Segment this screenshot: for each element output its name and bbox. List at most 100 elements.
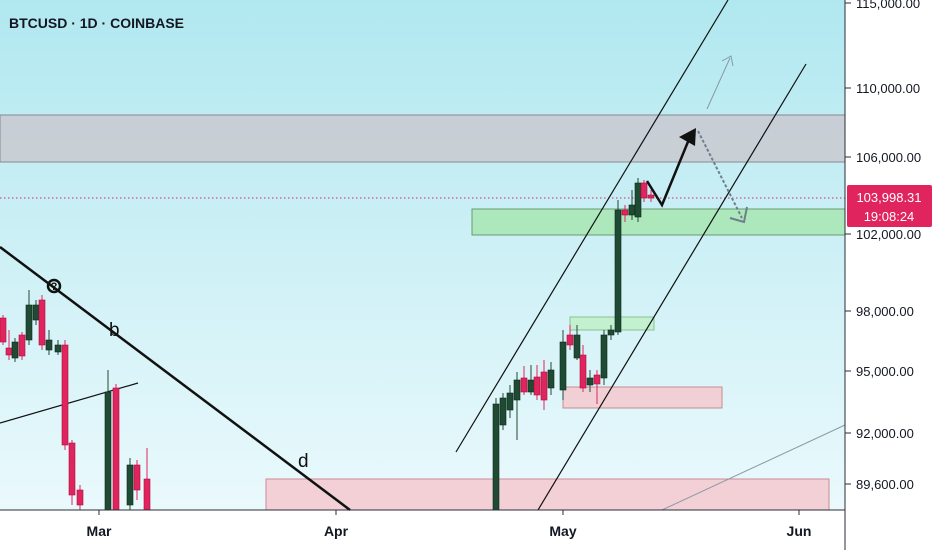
candle[interactable]: [573, 325, 581, 360]
resistance-zone[interactable]: [0, 114, 846, 163]
candle-body: [45, 339, 53, 351]
candle[interactable]: [540, 360, 548, 410]
candle-body: [586, 377, 594, 386]
candle-body: [76, 489, 84, 506]
candle[interactable]: [45, 330, 53, 355]
price-tick-label: 106,000.00: [856, 150, 921, 165]
candle-body: [566, 334, 574, 346]
candle-body: [133, 464, 141, 491]
current-price-tag: 103,998.31 19:08:24: [847, 185, 932, 227]
candle[interactable]: [506, 385, 514, 418]
candle-body: [68, 442, 76, 496]
candle-body: [579, 354, 587, 389]
projection-up-arrowhead: [679, 128, 696, 146]
candle-body: [25, 304, 33, 341]
candle[interactable]: [607, 325, 615, 340]
candle[interactable]: [0, 315, 7, 345]
price-axis-background: [845, 0, 932, 550]
candle[interactable]: [566, 325, 574, 350]
candle[interactable]: [18, 332, 26, 360]
candle[interactable]: [25, 290, 33, 345]
candle[interactable]: [533, 365, 541, 400]
supply-zone-mid[interactable]: [562, 386, 723, 409]
pivot-mark-circle: [46, 278, 62, 294]
candle[interactable]: [593, 370, 601, 404]
candle-body: [54, 344, 62, 353]
candle[interactable]: [513, 372, 521, 440]
candle[interactable]: [634, 178, 642, 222]
price-axis[interactable]: 115,000.00 110,000.00 106,000.00 102,000.00…: [845, 0, 921, 492]
wave-label-d: d: [298, 451, 309, 472]
candle-body: [520, 377, 528, 393]
candle[interactable]: [640, 180, 648, 202]
channel-upper-line[interactable]: [455, 0, 729, 453]
candle-body: [18, 334, 26, 357]
candle-body: [506, 392, 514, 411]
candle-body: [513, 379, 521, 401]
trend-lines: [0, 0, 846, 511]
projection-arrows: [645, 55, 748, 224]
candle-body: [540, 371, 548, 401]
candle[interactable]: [68, 440, 76, 505]
candle[interactable]: [547, 362, 555, 395]
demand-zone-upper[interactable]: [471, 208, 846, 236]
candle[interactable]: [61, 340, 69, 450]
time-tick-label: Mar: [87, 523, 112, 539]
candle-body: [621, 209, 629, 216]
candle-body: [61, 344, 69, 446]
candle[interactable]: [11, 338, 19, 362]
candle[interactable]: [621, 205, 629, 222]
candle-body: [593, 374, 601, 385]
candle-body: [112, 387, 120, 511]
candle-body: [11, 341, 19, 359]
candle-body: [628, 204, 636, 216]
candle-body: [126, 464, 134, 506]
candle-body: [492, 403, 500, 511]
candle-body: [559, 341, 567, 391]
channel-lower-line[interactable]: [537, 63, 807, 511]
time-tick-label: Jun: [787, 523, 812, 539]
candle-body: [38, 299, 46, 346]
time-axis[interactable]: Mar Apr May Jun: [87, 510, 812, 539]
candle-body: [647, 194, 655, 199]
candle[interactable]: [586, 370, 594, 392]
candle[interactable]: [559, 330, 567, 400]
breakout-thin-arrowhead: [721, 55, 734, 67]
time-tick-label: May: [549, 523, 576, 539]
price-tick-label: 115,000.00: [856, 0, 920, 11]
candle-body: [499, 397, 507, 426]
candle-body: [143, 478, 151, 511]
breakout-thin-arrow[interactable]: [706, 57, 731, 110]
candle[interactable]: [76, 485, 84, 510]
candle-body: [527, 379, 535, 393]
candle-body: [640, 182, 648, 199]
price-tick-label: 110,000.00: [856, 81, 920, 96]
candle-body: [5, 347, 13, 356]
candle[interactable]: [492, 398, 500, 511]
demand-zone-lower[interactable]: [569, 316, 655, 331]
candle-body: [634, 182, 642, 218]
projection-down-path[interactable]: [697, 130, 743, 219]
price-tick-label: 102,000.00: [856, 227, 921, 242]
candle[interactable]: [126, 458, 134, 510]
candle[interactable]: [38, 295, 46, 350]
candle[interactable]: [112, 384, 120, 511]
plot-background: [0, 0, 845, 510]
chart-title: BTCUSD · 1D · COINBASE: [9, 15, 184, 31]
candle[interactable]: [520, 366, 528, 395]
price-tick-label: 95,000.00: [856, 364, 914, 379]
candle[interactable]: [579, 345, 587, 392]
grey-trendline[interactable]: [661, 424, 846, 511]
projection-up-path[interactable]: [645, 131, 694, 208]
candle[interactable]: [600, 330, 608, 385]
candle[interactable]: [614, 200, 622, 335]
candle-body: [104, 391, 112, 511]
candle[interactable]: [54, 340, 62, 355]
candle[interactable]: [133, 460, 141, 500]
candle[interactable]: [647, 190, 655, 202]
candle[interactable]: [499, 393, 507, 430]
current-price: 103,998.31: [856, 190, 921, 205]
wave-label-b: b: [109, 320, 120, 341]
